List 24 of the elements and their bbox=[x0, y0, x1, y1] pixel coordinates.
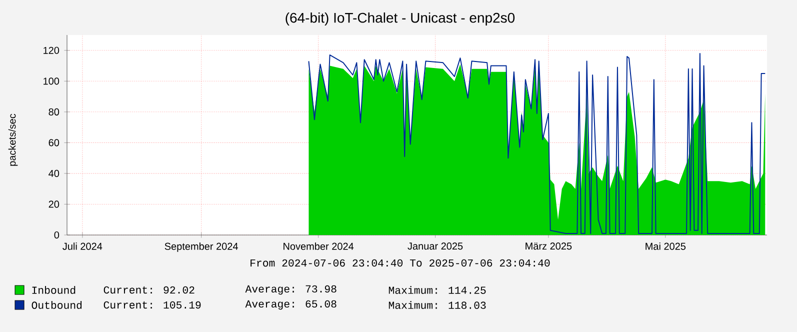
x-tick-label: Mai 2025 bbox=[646, 242, 686, 250]
legend-label: Outbound bbox=[32, 301, 82, 309]
text: Current: 105.19 bbox=[104, 301, 201, 309]
text: Average: 65.08 bbox=[245, 300, 336, 310]
x-tick-label: November 2024 bbox=[284, 242, 354, 250]
text: Average: 73.98 bbox=[245, 285, 336, 295]
y-tick-label: 120 bbox=[44, 46, 60, 54]
text: Maximum: 114.25 bbox=[388, 286, 486, 294]
text: Current: 92.02 bbox=[104, 286, 194, 294]
y-axis-title: packets/sec bbox=[8, 114, 18, 166]
x-tick-label: Januar 2025 bbox=[408, 242, 463, 250]
legend-label: Inbound bbox=[32, 286, 76, 294]
x-tick-label: März 2025 bbox=[526, 242, 572, 250]
x-tick-label: September 2024 bbox=[164, 242, 238, 252]
x-tick-label: Juli 2024 bbox=[62, 242, 102, 250]
text: Maximum: 118.03 bbox=[388, 301, 486, 309]
y-tick-label: 80 bbox=[48, 108, 60, 116]
text: From 2024-07-06 23:04:40 To 2025-07-06 23:04:40 bbox=[250, 259, 550, 267]
y-tick-label: 20 bbox=[48, 200, 60, 208]
y-tick-label: 40 bbox=[48, 170, 60, 177]
chart-title: (64-bit) IoT-Chalet - Unicast - enp2s0 bbox=[286, 12, 515, 26]
y-tick-label: 0 bbox=[54, 231, 60, 239]
y-tick-label: 100 bbox=[44, 78, 60, 85]
y-tick-label: 60 bbox=[48, 139, 60, 146]
